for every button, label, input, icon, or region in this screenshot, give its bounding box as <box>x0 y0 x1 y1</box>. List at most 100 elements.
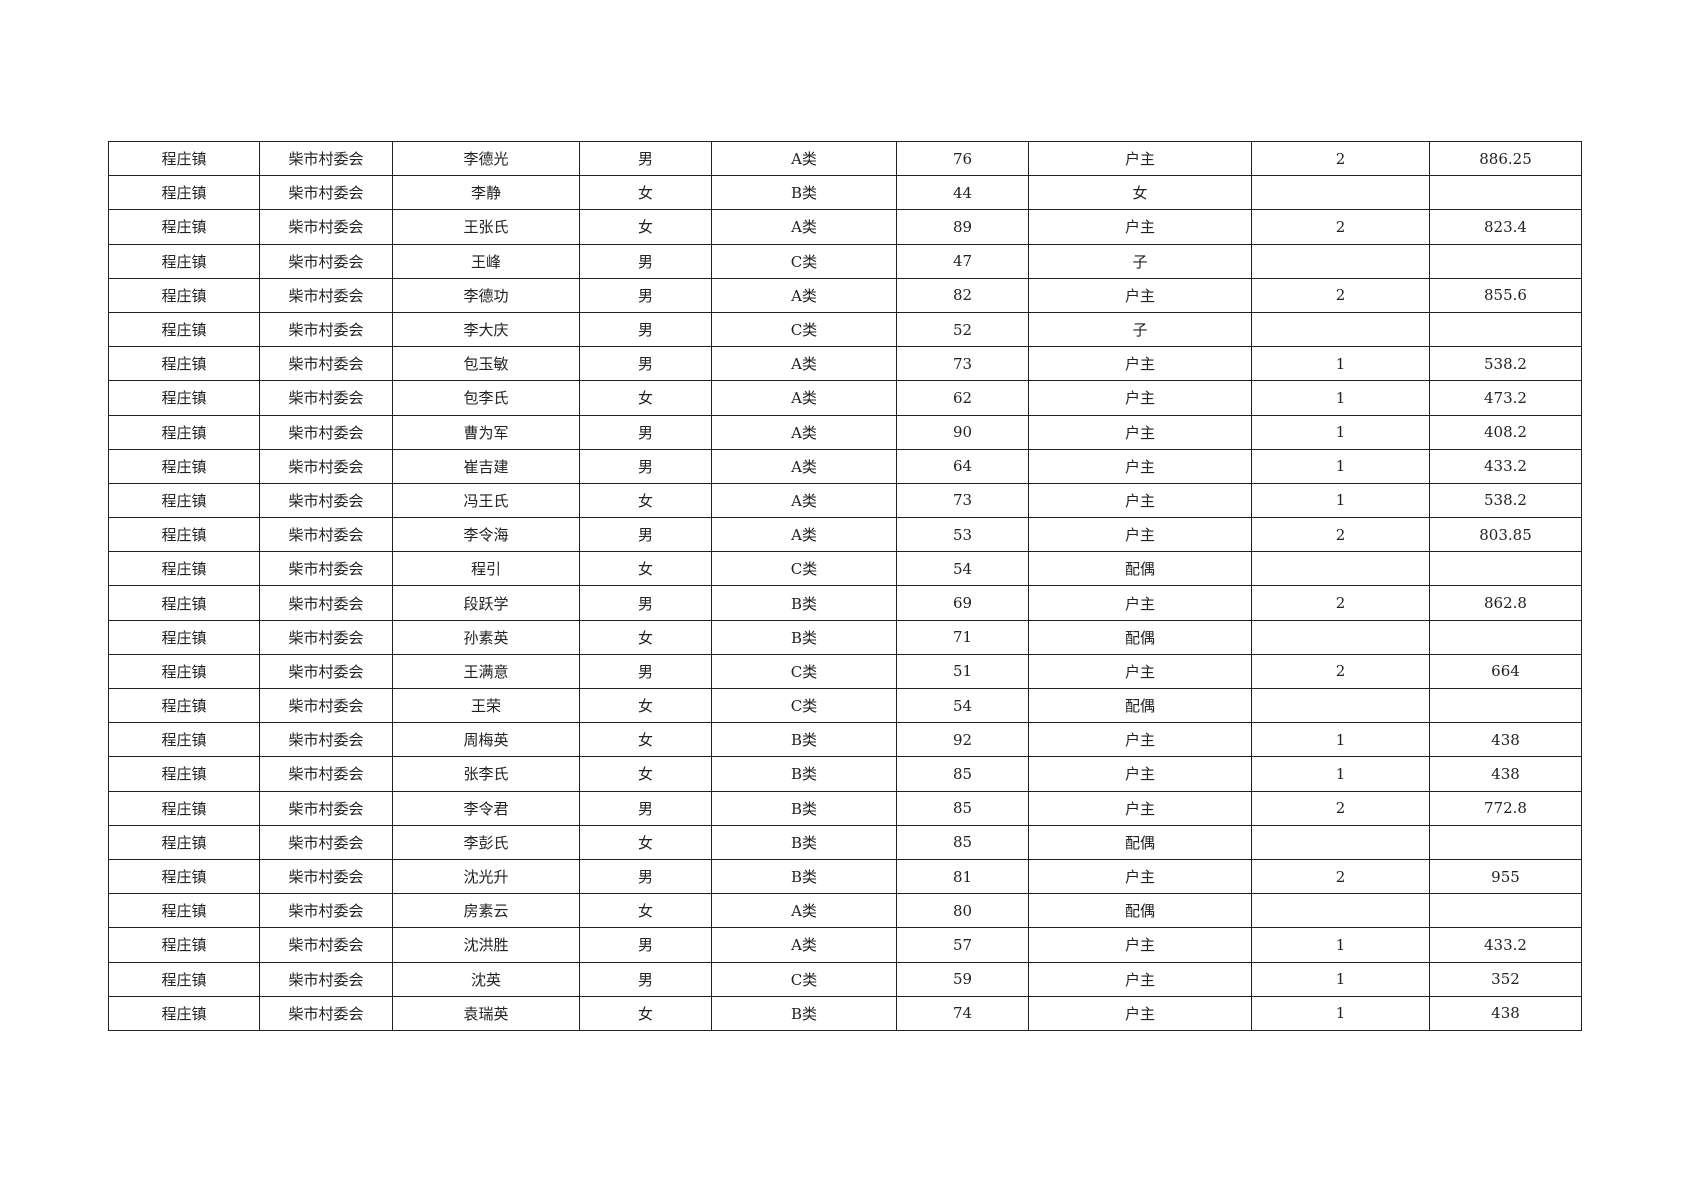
cell-household-size <box>1251 619 1430 655</box>
cell-village-committee: 柴市村委会 <box>259 756 393 792</box>
cell-relation: 户主 <box>1028 482 1252 519</box>
cell-relation: 配偶 <box>1028 619 1252 655</box>
cell-age: 85 <box>896 790 1029 826</box>
cell-town: 程庄镇 <box>108 585 260 621</box>
cell-town: 程庄镇 <box>108 790 260 826</box>
cell-amount: 473.2 <box>1429 380 1582 416</box>
cell-village-committee: 柴市村委会 <box>259 517 393 553</box>
cell-gender: 男 <box>579 311 712 348</box>
cell-household-size: 1 <box>1251 482 1430 519</box>
table-row: 程庄镇 柴市村委会 周梅英女 B类 92 户主 1 438 <box>108 722 1582 758</box>
cell-household-size <box>1251 243 1430 279</box>
cell-gender: 男 <box>579 140 712 177</box>
cell-town: 程庄镇 <box>108 243 260 279</box>
cell-category: A类 <box>711 209 897 245</box>
table-row: 程庄镇 柴市村委会 包玉敏男 A类 73 户主 1 538.2 <box>108 346 1582 382</box>
cell-household-size: 1 <box>1251 995 1430 1031</box>
cell-relation: 户主 <box>1028 346 1252 382</box>
table-row: 程庄镇 柴市村委会 程引女 C类 54 配偶 <box>108 551 1582 587</box>
cell-age: 47 <box>896 243 1029 279</box>
cell-category: C类 <box>711 687 897 724</box>
cell-gender: 女 <box>579 380 712 416</box>
cell-village-committee: 柴市村委会 <box>259 311 393 348</box>
cell-age: 51 <box>896 653 1029 690</box>
cell-town: 程庄镇 <box>108 653 260 690</box>
cell-relation: 配偶 <box>1028 893 1252 929</box>
cell-town: 程庄镇 <box>108 551 260 587</box>
cell-town: 程庄镇 <box>108 893 260 929</box>
cell-category: B类 <box>711 790 897 826</box>
cell-amount: 855.6 <box>1429 277 1582 313</box>
cell-household-size: 1 <box>1251 346 1430 382</box>
cell-household-size: 2 <box>1251 790 1430 826</box>
cell-town: 程庄镇 <box>108 311 260 348</box>
cell-age: 57 <box>896 927 1029 963</box>
cell-village-committee: 柴市村委会 <box>259 482 393 519</box>
cell-amount: 438 <box>1429 722 1582 758</box>
cell-name: 孙素英 <box>392 619 580 655</box>
cell-age: 90 <box>896 414 1029 450</box>
cell-amount: 538.2 <box>1429 346 1582 382</box>
cell-town: 程庄镇 <box>108 175 260 211</box>
cell-village-committee: 柴市村委会 <box>259 585 393 621</box>
cell-relation: 户主 <box>1028 517 1252 553</box>
cell-amount: 352 <box>1429 961 1582 997</box>
cell-household-size <box>1251 175 1430 211</box>
cell-gender: 女 <box>579 175 712 211</box>
table-row: 程庄镇 柴市村委会 沈洪胜男 A类 57 户主 1 433.2 <box>108 927 1582 963</box>
cell-category: C类 <box>711 243 897 279</box>
cell-amount <box>1429 311 1582 348</box>
cell-relation: 配偶 <box>1028 687 1252 724</box>
cell-amount: 772.8 <box>1429 790 1582 826</box>
cell-town: 程庄镇 <box>108 756 260 792</box>
table-row: 程庄镇 柴市村委会 段跃学男 B类 69 户主 2 862.8 <box>108 585 1582 621</box>
cell-village-committee: 柴市村委会 <box>259 824 393 860</box>
cell-gender: 女 <box>579 551 712 587</box>
cell-name: 王荣 <box>392 687 580 724</box>
cell-age: 89 <box>896 209 1029 245</box>
cell-amount: 408.2 <box>1429 414 1582 450</box>
cell-household-size: 2 <box>1251 653 1430 690</box>
cell-relation: 户主 <box>1028 448 1252 484</box>
cell-age: 85 <box>896 756 1029 792</box>
cell-name: 李令君 <box>392 790 580 826</box>
table-row: 程庄镇 柴市村委会 王满意男 C类 51 户主 2 664 <box>108 653 1582 690</box>
cell-relation: 户主 <box>1028 585 1252 621</box>
table-row: 程庄镇 柴市村委会 李彭氏女 B类 85 配偶 <box>108 824 1582 860</box>
cell-amount <box>1429 824 1582 860</box>
cell-village-committee: 柴市村委会 <box>259 619 393 655</box>
cell-household-size: 1 <box>1251 756 1430 792</box>
cell-category: B类 <box>711 756 897 792</box>
cell-age: 80 <box>896 893 1029 929</box>
cell-village-committee: 柴市村委会 <box>259 927 393 963</box>
cell-age: 92 <box>896 722 1029 758</box>
cell-amount: 538.2 <box>1429 482 1582 519</box>
cell-category: B类 <box>711 995 897 1031</box>
cell-category: A类 <box>711 346 897 382</box>
cell-gender: 女 <box>579 893 712 929</box>
cell-age: 59 <box>896 961 1029 997</box>
cell-relation: 女 <box>1028 175 1252 211</box>
cell-village-committee: 柴市村委会 <box>259 722 393 758</box>
cell-amount <box>1429 619 1582 655</box>
cell-relation: 户主 <box>1028 790 1252 826</box>
cell-amount: 886.25 <box>1429 140 1582 177</box>
cell-relation: 户主 <box>1028 722 1252 758</box>
cell-household-size <box>1251 687 1430 724</box>
cell-household-size: 2 <box>1251 858 1430 895</box>
cell-category: B类 <box>711 858 897 895</box>
table-row: 程庄镇 柴市村委会 孙素英女 B类 71 配偶 <box>108 619 1582 655</box>
cell-amount: 438 <box>1429 995 1582 1031</box>
cell-category: A类 <box>711 277 897 313</box>
cell-age: 74 <box>896 995 1029 1031</box>
cell-amount <box>1429 175 1582 211</box>
cell-village-committee: 柴市村委会 <box>259 448 393 484</box>
cell-name: 李德功 <box>392 277 580 313</box>
cell-category: B类 <box>711 824 897 860</box>
cell-gender: 女 <box>579 209 712 245</box>
cell-amount: 862.8 <box>1429 585 1582 621</box>
cell-town: 程庄镇 <box>108 687 260 724</box>
cell-category: A类 <box>711 517 897 553</box>
cell-age: 44 <box>896 175 1029 211</box>
cell-gender: 女 <box>579 824 712 860</box>
